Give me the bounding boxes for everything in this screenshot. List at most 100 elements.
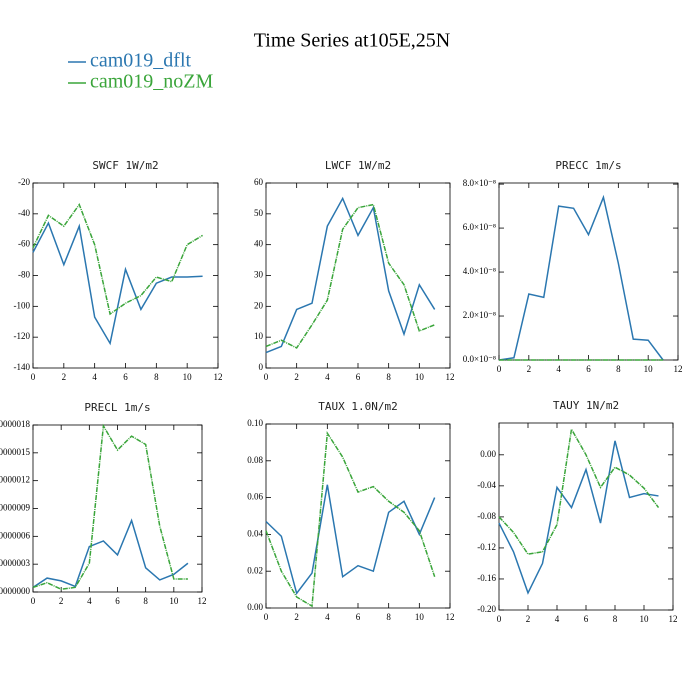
series-line <box>265 203 435 349</box>
series-line <box>32 203 203 316</box>
x-tick-label: 10 <box>640 614 650 624</box>
y-tick-label: -100 <box>14 300 31 310</box>
y-tick-label: 0.00 <box>247 602 263 612</box>
series-line <box>265 484 436 595</box>
y-tick-label: -0.08 <box>477 511 496 521</box>
panel-title: LWCF 1W/m2 <box>325 159 391 172</box>
x-tick-label: 8 <box>386 612 391 622</box>
panel-title: TAUY 1N/m2 <box>553 399 619 412</box>
x-tick-label: 4 <box>92 372 97 382</box>
legend-label: cam019_noZM <box>90 71 214 93</box>
x-tick-label: 8 <box>386 372 391 382</box>
x-tick-label: 6 <box>356 372 361 382</box>
y-tick-label: -80 <box>18 270 30 280</box>
series-line <box>498 440 659 595</box>
x-tick-label: 12 <box>669 614 678 624</box>
y-tick-label: 0000012 <box>0 475 30 485</box>
y-tick-label: 8.0×10⁻⁸ <box>463 178 496 188</box>
panel-title: PRECC 1m/s <box>555 159 621 172</box>
y-tick-label: 0000003 <box>0 558 31 568</box>
series-line <box>265 430 436 608</box>
y-tick-label: -0.16 <box>477 573 496 583</box>
x-tick-label: 6 <box>584 614 589 624</box>
x-tick-label: 10 <box>415 372 425 382</box>
y-tick-label: 0000009 <box>0 503 31 513</box>
x-tick-label: 8 <box>616 364 621 374</box>
y-tick-label: 0.10 <box>247 418 263 428</box>
x-tick-label: 6 <box>115 596 120 606</box>
x-tick-label: 8 <box>613 614 618 624</box>
y-tick-label: 2.0×10⁻⁸ <box>463 310 496 320</box>
y-tick-label: 0000015 <box>0 447 31 457</box>
series-line <box>32 221 203 346</box>
x-tick-label: 10 <box>644 364 654 374</box>
x-tick-label: 12 <box>446 372 455 382</box>
panel-title: SWCF 1W/m2 <box>92 159 158 172</box>
y-tick-label: 20 <box>254 300 264 310</box>
x-tick-label: 6 <box>356 612 361 622</box>
x-tick-label: 2 <box>526 614 531 624</box>
y-tick-label: 40 <box>254 239 264 249</box>
plot-frame <box>32 182 219 369</box>
y-tick-label: -140 <box>14 362 31 372</box>
y-tick-label: -0.12 <box>477 542 496 552</box>
figure-title: Time Series at105E,25N <box>254 30 450 52</box>
y-tick-label: 0.02 <box>247 565 263 575</box>
y-tick-label: 60 <box>254 177 264 187</box>
y-tick-label: 0.04 <box>247 528 263 538</box>
series-line <box>265 196 436 354</box>
y-tick-label: -120 <box>14 331 31 341</box>
x-tick-label: 0 <box>264 372 269 382</box>
x-tick-label: 12 <box>214 372 223 382</box>
x-tick-label: 2 <box>59 596 64 606</box>
y-tick-label: 4.0×10⁻⁸ <box>463 266 496 276</box>
x-tick-label: 8 <box>154 372 159 382</box>
y-tick-label: 0.06 <box>247 492 263 502</box>
series-line <box>32 518 189 588</box>
x-tick-label: 2 <box>294 372 299 382</box>
x-tick-label: 0 <box>497 364 502 374</box>
panel-title: PRECL 1m/s <box>84 401 150 414</box>
legend-label: cam019_dflt <box>90 50 192 72</box>
y-tick-label: -40 <box>18 208 30 218</box>
x-tick-label: 2 <box>62 372 67 382</box>
x-tick-label: 4 <box>325 372 330 382</box>
y-tick-label: 10 <box>254 331 264 341</box>
x-tick-label: 10 <box>169 596 179 606</box>
y-tick-label: 0000018 <box>0 419 31 429</box>
plot-frame <box>265 182 451 369</box>
y-tick-label: -60 <box>18 239 30 249</box>
x-tick-label: 4 <box>555 614 560 624</box>
x-tick-label: 0 <box>264 612 269 622</box>
x-tick-label: 10 <box>415 612 425 622</box>
y-tick-label: 0000006 <box>0 530 31 540</box>
series-line <box>498 194 664 361</box>
plot-frame <box>498 182 679 361</box>
y-tick-label: -0.20 <box>477 604 496 614</box>
y-tick-label: 6.0×10⁻⁸ <box>463 222 496 232</box>
x-tick-label: 4 <box>87 596 92 606</box>
y-tick-label: 0.08 <box>247 455 263 465</box>
x-tick-label: 4 <box>325 612 330 622</box>
y-tick-label: 30 <box>254 270 264 280</box>
y-tick-label: 0 <box>259 362 264 372</box>
x-tick-label: 12 <box>674 364 683 374</box>
y-tick-label: -0.04 <box>477 480 496 490</box>
x-tick-label: 0 <box>497 614 502 624</box>
y-tick-label: 50 <box>254 208 264 218</box>
series-line <box>32 423 188 590</box>
x-tick-label: 10 <box>183 372 193 382</box>
x-tick-label: 2 <box>527 364 532 374</box>
x-tick-label: 0 <box>31 372 36 382</box>
panel-title: TAUX 1.0N/m2 <box>318 400 397 413</box>
x-tick-label: 6 <box>586 364 591 374</box>
x-tick-label: 8 <box>143 596 148 606</box>
y-tick-label: 0.0×10⁻⁸ <box>463 354 496 364</box>
x-tick-label: 4 <box>556 364 561 374</box>
plot-frame <box>498 422 674 611</box>
x-tick-label: 12 <box>446 612 455 622</box>
y-tick-label: 0000000 <box>0 586 31 596</box>
series-line <box>498 426 660 555</box>
x-tick-label: 2 <box>294 612 299 622</box>
